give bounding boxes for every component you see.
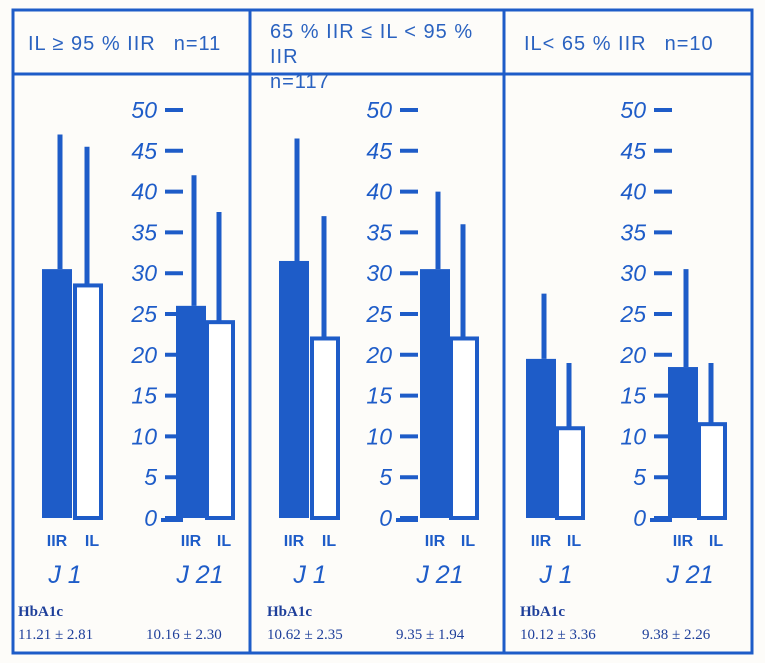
category-label: J 21 [175, 561, 223, 589]
y-tick-label: 5 [144, 464, 157, 490]
bar-label-il: IL [567, 533, 581, 550]
panel-2-hba1c-j21: 9.35 ± 1.94 [396, 627, 465, 643]
y-tick-label: 20 [619, 342, 646, 368]
bar-iir [42, 269, 72, 518]
panel-3-plot: 0 5 10 15 20 25 30 35 40 45 50 IIR IL J 1 IIR IL J 21 [526, 97, 727, 589]
panel-3-header: IL< 65 % IIR n=10 [524, 32, 714, 57]
panel-3-hba1c-j21: 9.38 ± 2.26 [642, 627, 711, 643]
y-tick-label: 35 [366, 219, 392, 245]
panel-2-n: n=117 [270, 71, 330, 93]
bar-label-il: IL [709, 533, 723, 550]
bar-label-iir: IIR [47, 533, 68, 550]
y-tick-label: 25 [130, 301, 157, 327]
y-tick-label: 20 [130, 342, 157, 368]
category-label: J 21 [665, 561, 713, 589]
panel-3-condition: IL< 65 % IIR [524, 33, 647, 55]
bar-label-iir: IIR [425, 533, 446, 550]
y-tick-label: 50 [620, 97, 646, 123]
bar-iir [279, 260, 309, 518]
category-label: J 21 [415, 561, 463, 589]
y-tick-label: 40 [131, 179, 157, 205]
bar-label-iir: IIR [531, 533, 552, 550]
y-tick-label: 15 [131, 383, 157, 409]
y-tick-label: 0 [379, 505, 392, 531]
panel-1-hba1c-j1: 11.21 ± 2.81 [18, 627, 94, 643]
y-tick-label: 10 [366, 423, 392, 449]
panel-2-plot: 0 5 10 15 20 25 30 35 40 45 50 IIR IL J 1 IIR IL J 21 [279, 97, 479, 589]
panel-1-condition: IL ≥ 95 % IIR [28, 33, 156, 55]
category-label: J 1 [292, 561, 326, 589]
y-tick-label: 20 [365, 342, 392, 368]
panel-1-header: IL ≥ 95 % IIR n=11 [28, 32, 221, 57]
y-tick-label: 25 [619, 301, 646, 327]
bar-iir [176, 305, 206, 518]
y-tick-label: 30 [366, 260, 392, 286]
y-tick-label: 10 [131, 423, 157, 449]
bar-label-il: IL [85, 533, 99, 550]
bar-label-il: IL [217, 533, 231, 550]
panel-3-n: n=10 [664, 33, 714, 55]
y-tick-label: 15 [366, 383, 392, 409]
bar-iir [420, 269, 450, 518]
bar-label-iir: IIR [181, 533, 202, 550]
y-tick-label: 10 [620, 423, 646, 449]
y-tick-label: 30 [620, 260, 646, 286]
bar-iir [668, 367, 698, 518]
y-tick-label: 30 [131, 260, 157, 286]
bar-label-iir: IIR [673, 533, 694, 550]
y-tick-label: 40 [366, 179, 392, 205]
y-tick-label: 35 [620, 219, 646, 245]
y-tick-label: 50 [366, 97, 392, 123]
y-tick-label: 25 [365, 301, 392, 327]
figure-border [11, 8, 754, 655]
bar-il [310, 336, 340, 521]
bar-label-il: IL [461, 533, 475, 550]
panel-2-condition: 65 % IIR ≤ IL < 95 % IIR [270, 21, 474, 68]
panel-2-header: 65 % IIR ≤ IL < 95 % IIR n=117 [270, 20, 506, 95]
panel-3-hba1c-label: HbA1c [520, 604, 565, 620]
y-tick-label: 40 [620, 179, 646, 205]
y-tick-label: 0 [144, 505, 157, 531]
bar-label-iir: IIR [284, 533, 305, 550]
y-tick-label: 5 [633, 464, 646, 490]
y-tick-label: 45 [620, 138, 646, 164]
y-tick-label: 15 [620, 383, 646, 409]
bar-il [205, 320, 235, 520]
bar-label-il: IL [322, 533, 336, 550]
bar-il [697, 422, 727, 520]
panel-2-hba1c-j1: 10.62 ± 2.35 [267, 627, 343, 643]
y-tick-label: 35 [131, 219, 157, 245]
panel-2-hba1c-label: HbA1c [267, 604, 312, 620]
y-tick-label: 0 [633, 505, 646, 531]
y-tick-label: 50 [131, 97, 157, 123]
bar-il [73, 283, 103, 520]
category-label: J 1 [47, 561, 81, 589]
bar-iir [526, 358, 556, 518]
category-label: J 1 [538, 561, 572, 589]
panel-1-hba1c-j21: 10.16 ± 2.30 [146, 627, 222, 643]
y-tick-label: 5 [379, 464, 392, 490]
panel-3-hba1c-j1: 10.12 ± 3.36 [520, 627, 596, 643]
bar-il [449, 336, 479, 521]
y-tick-label: 45 [131, 138, 157, 164]
panel-1-n: n=11 [173, 33, 222, 55]
panel-1-hba1c-label: HbA1c [18, 604, 63, 620]
bar-il [555, 426, 585, 520]
y-tick-label: 45 [366, 138, 392, 164]
